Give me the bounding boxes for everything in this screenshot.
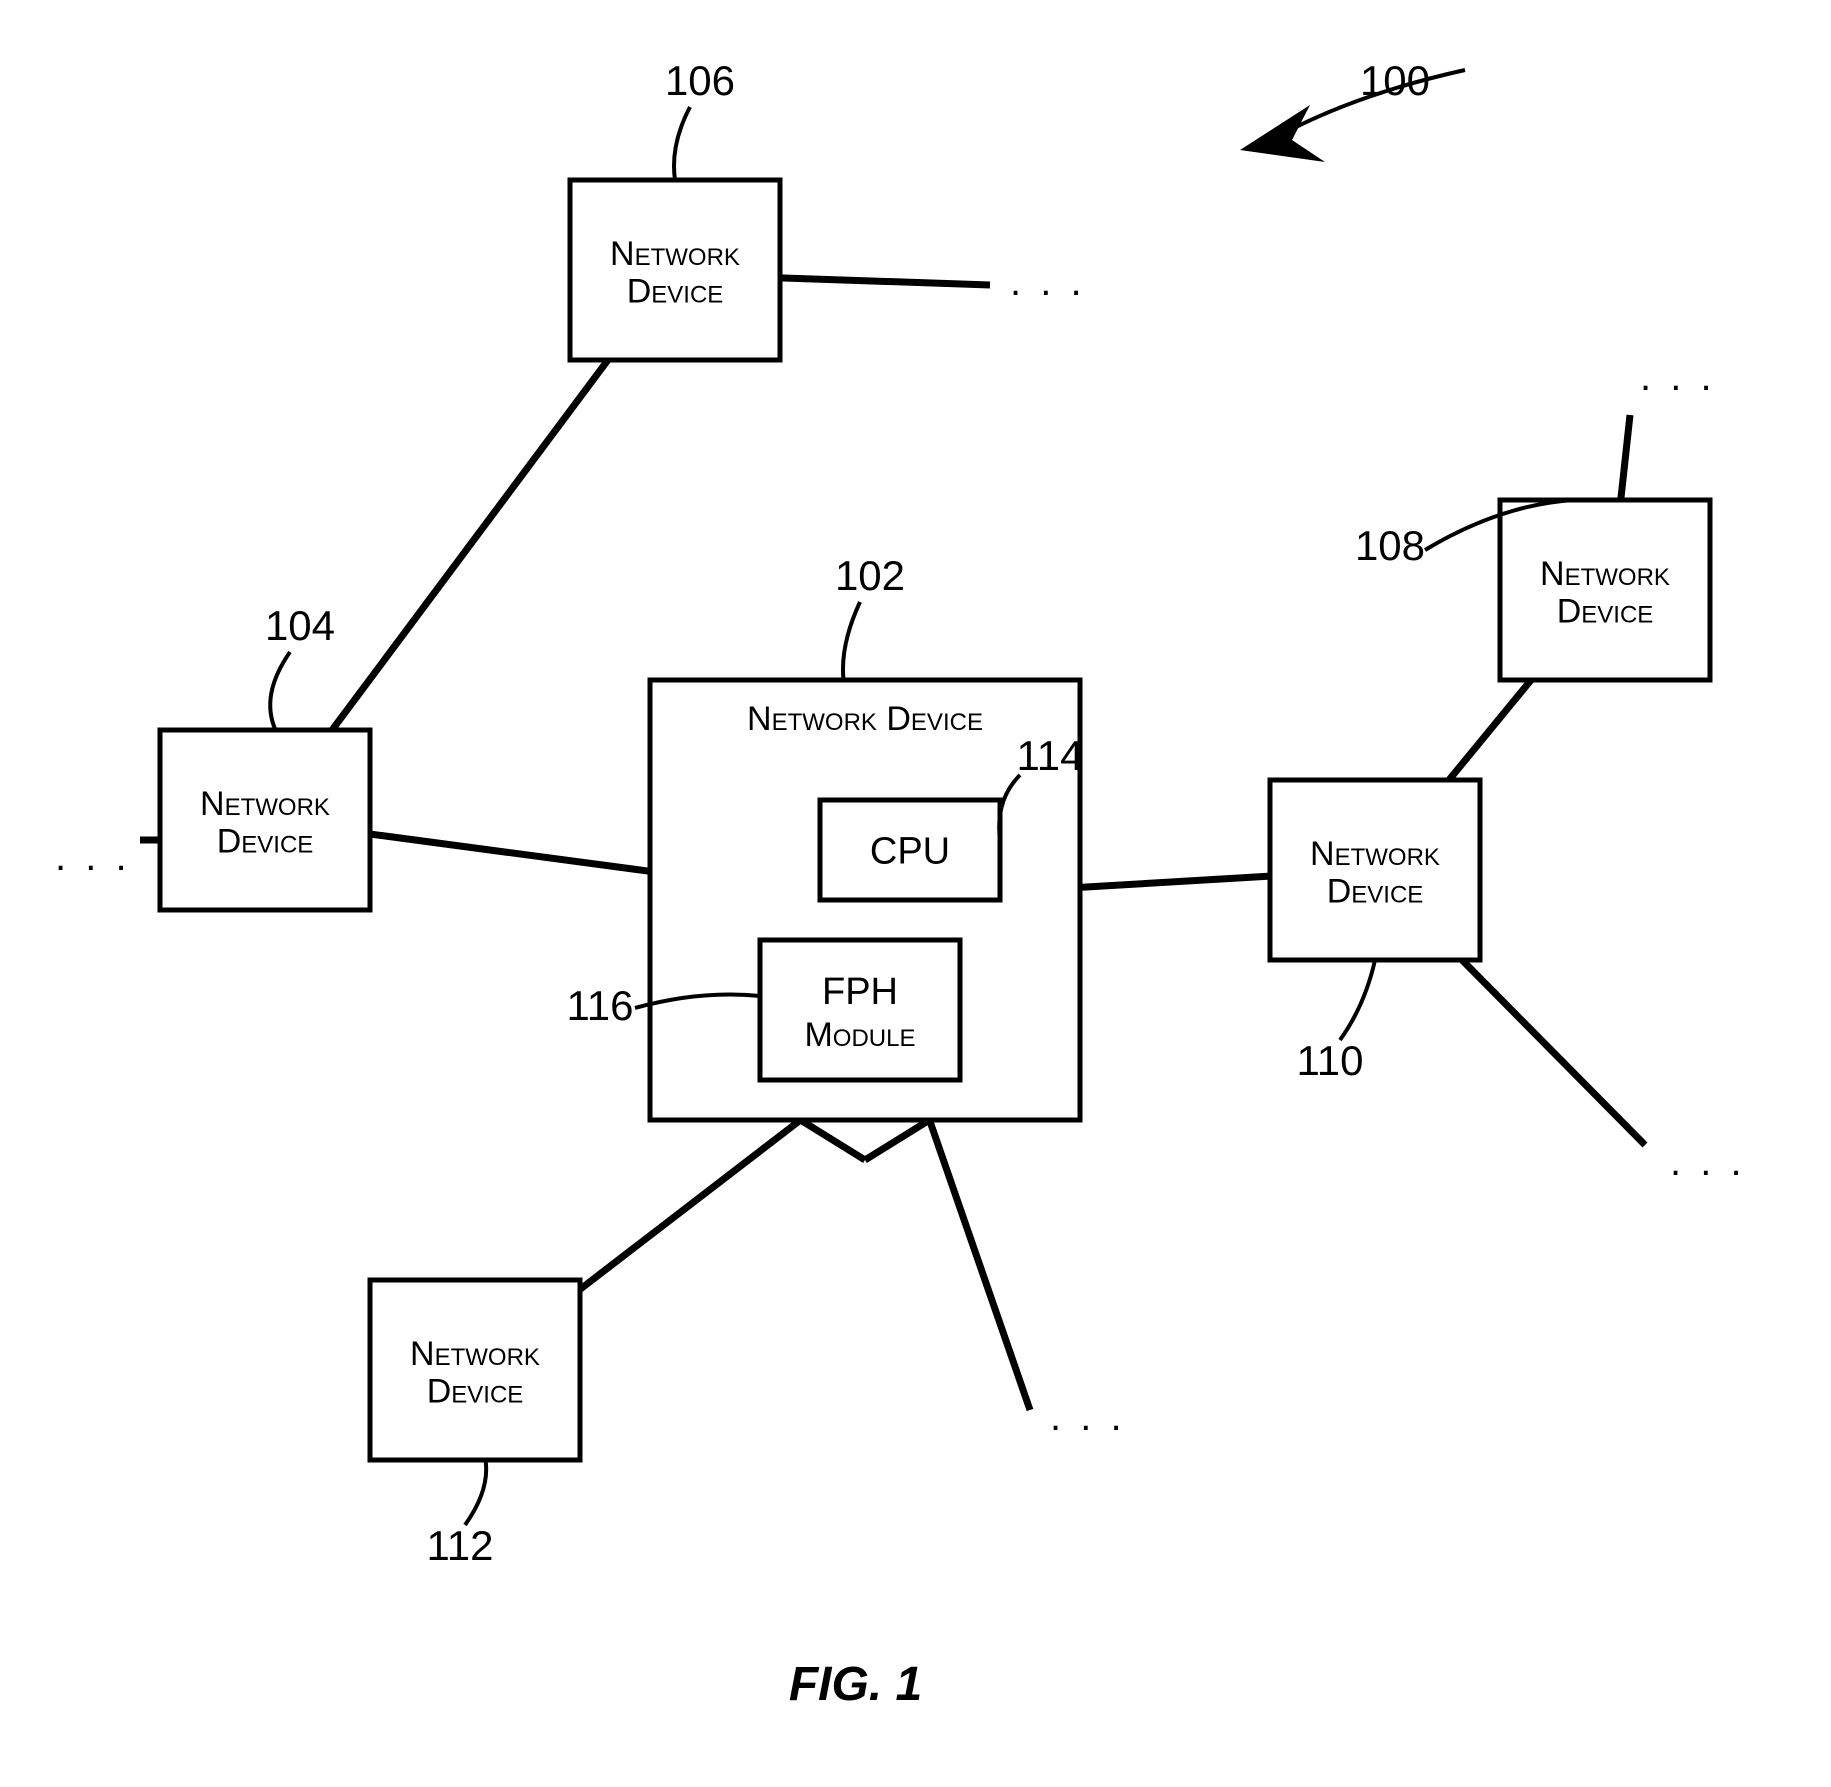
ellipsis-e1: . . . [55, 835, 131, 879]
node-label-line1: Network [200, 785, 330, 823]
fph-label-1: FPH [822, 971, 898, 1013]
ellipsis-e2: . . . [1010, 260, 1086, 304]
ellipsis-e4: . . . [1670, 1140, 1746, 1184]
node-label-line2: Device [1327, 872, 1424, 910]
node-label-line1: Network [410, 1335, 540, 1373]
lead-112 [465, 1460, 486, 1525]
edge-102-dots [930, 1120, 1031, 1410]
network-diagram: NetworkDeviceNetworkDeviceNetworkDeviceN… [0, 0, 1831, 1787]
node-label-line2: Device [427, 1372, 524, 1410]
edge-104-106 [332, 360, 608, 730]
cpu-label: CPU [870, 830, 950, 872]
ref-110: 110 [1297, 1037, 1364, 1084]
ref-106: 106 [665, 57, 735, 104]
edge-104-102 [370, 834, 650, 871]
ellipsis-e5: . . . [1050, 1395, 1126, 1439]
edge-106-dots [780, 278, 990, 285]
lead-106 [674, 107, 690, 180]
node-label-line1: Network [1540, 555, 1670, 593]
arrow-100-head [1240, 105, 1325, 162]
node-label-line2: Device [217, 822, 314, 860]
boxes-layer: NetworkDeviceNetworkDeviceNetworkDeviceN… [160, 180, 1710, 1460]
lead-104 [270, 652, 290, 730]
edge-v-left [801, 1120, 866, 1160]
ref-116: 116 [567, 982, 634, 1029]
fph-label-2: Module [804, 1016, 915, 1054]
ref-114: 114 [1017, 732, 1084, 779]
figure-caption: FIG. 1 [789, 1658, 922, 1711]
node-label-line1: Network [610, 235, 740, 273]
node-label-line2: Device [627, 272, 724, 310]
ellipsis-e3: . . . [1640, 355, 1716, 399]
edge-v-right [865, 1120, 930, 1160]
edge-110-dots [1462, 960, 1645, 1145]
ref-102: 102 [835, 552, 905, 599]
ref-112: 112 [427, 1522, 494, 1569]
ref-108: 108 [1355, 522, 1425, 569]
lead-102 [843, 602, 860, 680]
node-label-line1: Network [1310, 835, 1440, 873]
edge-102-112 [580, 1120, 801, 1289]
node-102-title: Network Device [747, 700, 983, 738]
edge-108-dots [1621, 415, 1630, 500]
edge-110-108 [1449, 680, 1531, 780]
lead-110 [1340, 960, 1375, 1040]
edge-102-110 [1080, 876, 1270, 887]
ref-104: 104 [265, 602, 335, 649]
node-label-line2: Device [1557, 592, 1654, 630]
